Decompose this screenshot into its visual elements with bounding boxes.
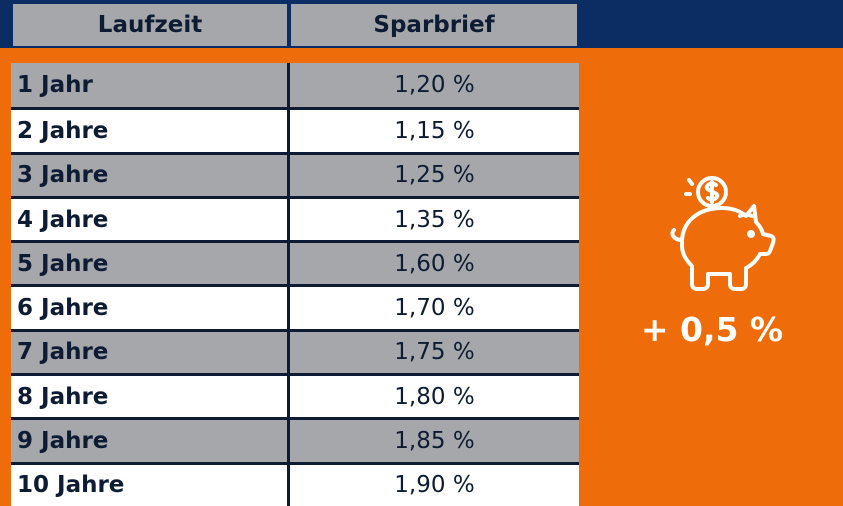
table-row: 8 Jahre 1,80 % (11, 373, 579, 418)
rate-cell: 1,35 % (290, 198, 579, 241)
table-row: 7 Jahre 1,75 % (11, 328, 579, 374)
table-row: 2 Jahre 1,15 % (11, 107, 579, 152)
term-cell: 10 Jahre (11, 464, 290, 506)
table-row: 10 Jahre 1,90 % (11, 461, 579, 506)
table-row: 5 Jahre 1,60 % (11, 240, 579, 285)
term-cell: 6 Jahre (11, 287, 290, 329)
term-cell: 3 Jahre (11, 154, 290, 196)
table-row: 9 Jahre 1,85 % (11, 417, 579, 462)
rate-cell: 1,15 % (290, 110, 579, 152)
piggy-bank-icon (670, 176, 776, 291)
table-row: 3 Jahre 1,25 % (11, 151, 579, 196)
table-row: 4 Jahre 1,35 % (11, 195, 579, 241)
bonus-rate: + 0,5 % (640, 310, 784, 349)
header-sparbrief: Sparbrief (289, 2, 579, 48)
rate-cell: 1,85 % (290, 420, 579, 462)
header-laufzeit: Laufzeit (11, 2, 290, 48)
table-row: 6 Jahre 1,70 % (11, 284, 579, 329)
term-cell: 1 Jahr (11, 63, 290, 108)
term-cell: 4 Jahre (11, 198, 290, 241)
table-row: 1 Jahr 1,20 % (11, 63, 579, 108)
rate-cell: 1,70 % (290, 287, 579, 329)
term-cell: 2 Jahre (11, 110, 290, 152)
term-cell: 7 Jahre (11, 331, 290, 374)
rates-table-header: Laufzeit Sparbrief (11, 2, 579, 48)
rate-cell: 1,90 % (290, 464, 579, 506)
term-cell: 8 Jahre (11, 376, 290, 418)
rates-table-body: 1 Jahr 1,20 % 2 Jahre 1,15 % 3 Jahre 1,2… (11, 63, 579, 506)
term-cell: 9 Jahre (11, 420, 290, 462)
term-cell: 5 Jahre (11, 243, 290, 285)
rate-cell: 1,60 % (290, 243, 579, 285)
rate-cell: 1,80 % (290, 376, 579, 418)
rate-cell: 1,20 % (290, 63, 579, 108)
rate-cell: 1,25 % (290, 154, 579, 196)
rate-cell: 1,75 % (290, 331, 579, 374)
